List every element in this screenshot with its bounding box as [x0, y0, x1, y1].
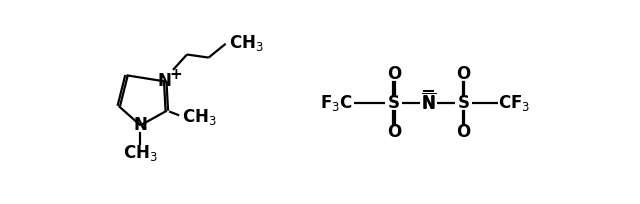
Text: S: S [388, 94, 400, 112]
Text: N: N [422, 94, 436, 112]
Text: CH$_3$: CH$_3$ [123, 143, 158, 163]
Text: CH$_3$: CH$_3$ [182, 107, 217, 127]
Text: CF$_3$: CF$_3$ [499, 93, 531, 113]
Text: $\mathdefault{\overline{N}}$: $\mathdefault{\overline{N}}$ [420, 93, 436, 113]
Text: F$_3$C: F$_3$C [320, 93, 353, 113]
Text: S: S [458, 94, 470, 112]
Text: +: + [170, 67, 182, 82]
Text: O: O [456, 65, 471, 83]
Text: O: O [387, 65, 401, 83]
Text: N: N [134, 116, 147, 134]
Text: N: N [157, 72, 172, 90]
Text: O: O [456, 123, 471, 141]
Text: O: O [387, 123, 401, 141]
Text: CH$_3$: CH$_3$ [229, 33, 264, 53]
